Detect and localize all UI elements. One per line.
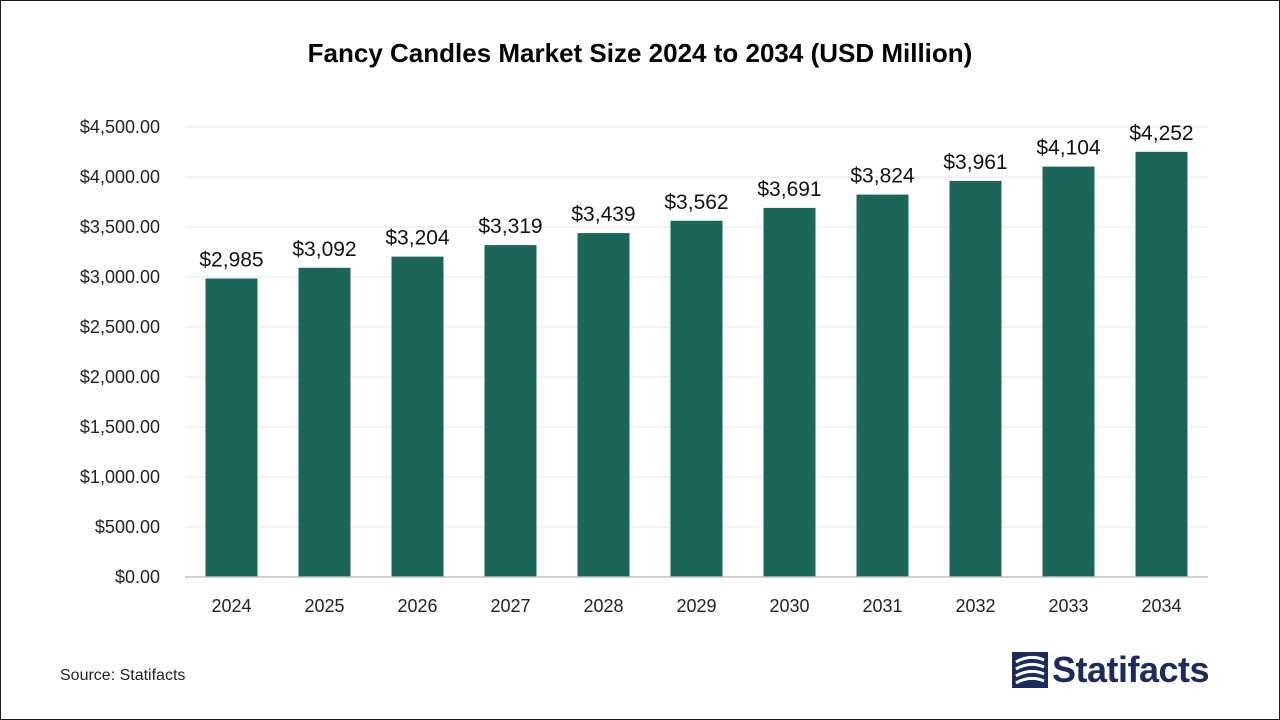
- bar: [670, 220, 723, 578]
- x-tick-label: 2027: [490, 596, 530, 616]
- x-tick-label: 2030: [769, 596, 809, 616]
- source-note: Source: Statifacts: [60, 667, 186, 684]
- bar: [1135, 151, 1188, 578]
- data-label: $3,319: [478, 215, 542, 238]
- bar: [763, 207, 816, 577]
- y-tick-label: $4,000.00: [80, 167, 160, 187]
- bar: [856, 194, 909, 577]
- data-label: $4,252: [1129, 122, 1193, 145]
- data-label: $2,985: [199, 249, 263, 272]
- data-label: $3,691: [757, 178, 821, 201]
- y-tick-label: $2,000.00: [80, 367, 160, 387]
- y-tick-label: $3,000.00: [80, 267, 160, 287]
- x-tick-label: 2028: [583, 596, 623, 616]
- x-tick-label: 2034: [1141, 596, 1181, 616]
- bar: [298, 267, 351, 577]
- brand-name: Statifacts: [1052, 649, 1210, 690]
- bar: [1042, 166, 1095, 577]
- bar: [484, 245, 537, 577]
- chart-title: Fancy Candles Market Size 2024 to 2034 (…: [307, 38, 973, 68]
- x-tick-label: 2026: [397, 596, 437, 616]
- x-tick-label: 2025: [304, 596, 344, 616]
- bar: [205, 278, 258, 577]
- y-tick-label: $0.00: [115, 567, 160, 587]
- data-label: $3,961: [943, 151, 1007, 174]
- bar: [949, 180, 1002, 577]
- x-tick-label: 2024: [211, 596, 251, 616]
- statifacts-logo-icon: [1012, 652, 1048, 688]
- data-label: $3,092: [292, 238, 356, 261]
- y-tick-label: $2,500.00: [80, 317, 160, 337]
- x-tick-label: 2031: [862, 596, 902, 616]
- data-label: $3,562: [664, 191, 728, 214]
- data-label: $3,824: [850, 165, 915, 188]
- y-tick-label: $1,000.00: [80, 467, 160, 487]
- bar: [391, 256, 444, 577]
- y-tick-label: $1,500.00: [80, 417, 160, 437]
- y-tick-label: $500.00: [95, 517, 160, 537]
- x-tick-label: 2029: [676, 596, 716, 616]
- data-label: $3,204: [385, 227, 450, 250]
- x-tick-label: 2033: [1048, 596, 1088, 616]
- y-tick-label: $3,500.00: [80, 217, 160, 237]
- bar: [577, 233, 630, 577]
- y-tick-label: $4,500.00: [80, 117, 160, 137]
- data-label: $3,439: [571, 203, 635, 226]
- x-tick-label: 2032: [955, 596, 995, 616]
- brand-logo: Statifacts: [1012, 649, 1210, 690]
- data-label: $4,104: [1036, 137, 1101, 160]
